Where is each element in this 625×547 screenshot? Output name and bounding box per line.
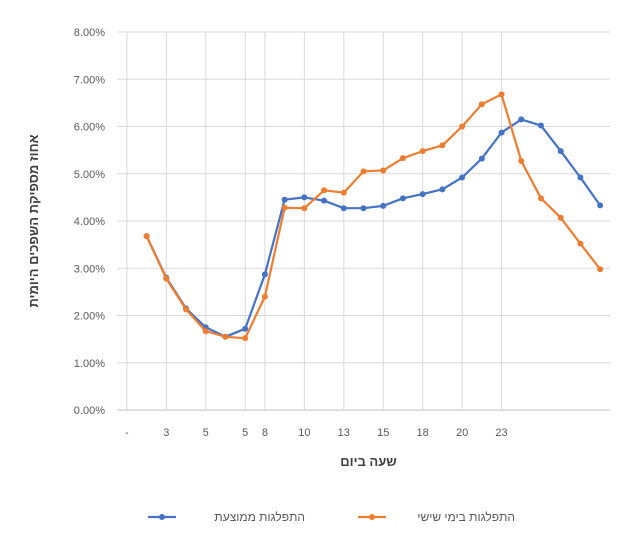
- data-point-series-2: [439, 142, 446, 149]
- x-tick-label: -: [125, 427, 129, 439]
- data-point-series-2: [518, 157, 525, 164]
- data-point-series-2: [557, 214, 564, 221]
- data-point-series-1: [518, 116, 525, 123]
- data-point-series-1: [380, 202, 387, 209]
- y-tick-label: 8.00%: [74, 27, 105, 39]
- data-point-series-2: [459, 123, 466, 130]
- x-axis-title: שעה ביום: [340, 454, 396, 469]
- data-point-series-1: [321, 197, 328, 204]
- y-axis-title: אחוז מספיקת השפכים היומית: [26, 134, 41, 307]
- data-point-series-2: [222, 333, 229, 340]
- data-point-series-2: [242, 335, 249, 342]
- legend-marker-1: [159, 514, 165, 520]
- y-tick-label: 6.00%: [74, 122, 105, 134]
- data-point-series-2: [537, 195, 544, 202]
- legend-label-1: התפלגות ממוצעת: [214, 510, 305, 524]
- y-tick-label: 5.00%: [74, 169, 105, 181]
- x-tick-label: 5: [242, 427, 248, 439]
- data-point-series-2: [163, 275, 170, 282]
- data-point-series-2: [419, 148, 426, 155]
- data-point-series-2: [478, 101, 485, 108]
- data-point-series-2: [380, 167, 387, 174]
- legend-marker-2: [369, 514, 375, 520]
- data-point-series-1: [261, 271, 268, 278]
- data-point-series-2: [321, 187, 328, 194]
- data-point-series-1: [399, 195, 406, 202]
- x-tick-label: 18: [417, 427, 429, 439]
- data-point-series-2: [399, 155, 406, 162]
- data-point-series-2: [340, 189, 347, 196]
- data-point-series-2: [183, 306, 190, 313]
- series-line-2: [145, 93, 602, 340]
- data-point-series-1: [597, 202, 604, 209]
- data-point-series-2: [143, 233, 150, 240]
- x-tick-label: 10: [298, 427, 310, 439]
- data-point-series-1: [419, 191, 426, 198]
- data-point-series-1: [459, 174, 466, 181]
- data-point-series-1: [340, 205, 347, 212]
- legend-label-2: התפלגות בימי שישי: [417, 510, 515, 524]
- x-tick-label: 5: [203, 427, 209, 439]
- x-tick-label: 20: [456, 427, 468, 439]
- y-tick-label: 2.00%: [74, 311, 105, 323]
- data-point-series-1: [498, 129, 505, 136]
- y-tick-label: 3.00%: [74, 263, 105, 275]
- data-point-series-2: [261, 293, 268, 300]
- x-tick-label: 15: [377, 427, 389, 439]
- data-point-series-1: [478, 155, 485, 162]
- data-point-series-1: [281, 196, 288, 203]
- data-point-series-2: [597, 266, 604, 273]
- y-tick-label: 0.00%: [74, 405, 105, 417]
- y-tick-label: 4.00%: [74, 216, 105, 228]
- data-point-series-2: [577, 240, 584, 247]
- data-point-series-2: [202, 328, 209, 335]
- x-tick-label: 13: [338, 427, 350, 439]
- data-point-series-1: [557, 148, 564, 155]
- x-tick-label: 8: [262, 427, 268, 439]
- y-tick-label: 7.00%: [74, 74, 105, 86]
- y-tick-label: 1.00%: [74, 358, 105, 370]
- series-line-1: [145, 118, 602, 338]
- data-point-series-1: [439, 186, 446, 193]
- data-point-series-1: [577, 174, 584, 181]
- data-point-series-2: [360, 168, 367, 175]
- data-point-series-1: [360, 205, 367, 212]
- data-point-series-1: [242, 325, 249, 332]
- x-tick-label: 23: [495, 427, 507, 439]
- x-tick-label: 3: [163, 427, 169, 439]
- data-point-series-1: [537, 122, 544, 129]
- data-point-series-2: [301, 205, 308, 212]
- data-point-series-1: [301, 194, 308, 201]
- data-point-series-2: [498, 91, 505, 98]
- data-point-series-2: [281, 204, 288, 211]
